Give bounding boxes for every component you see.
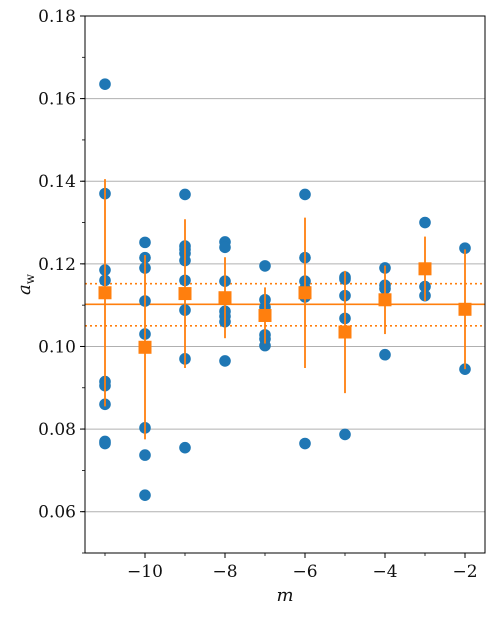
mean-marker: [298, 286, 312, 300]
y-tick-label: 0.08: [38, 420, 76, 440]
y-tick-label: 0.12: [38, 255, 76, 275]
x-axis-label: m: [276, 585, 293, 606]
data-point: [459, 242, 471, 254]
y-axis-label-main: a: [14, 284, 35, 295]
data-point: [379, 348, 391, 361]
plot-frame: [84, 15, 486, 554]
mean-marker: [138, 340, 152, 354]
data-point: [179, 441, 191, 454]
y-tick-label: 0.06: [38, 503, 76, 523]
error-bars: [104, 179, 466, 440]
data-point: [139, 489, 151, 501]
mean-marker: [338, 325, 352, 339]
axis-ticks: 0.06 0.08 0.10 0.12 0.14 0.16 0.18 −10 −8 −6 −4 −2: [38, 7, 477, 582]
data-point: [99, 437, 111, 450]
mean-marker: [218, 291, 232, 305]
reference-lines: [85, 282, 485, 327]
data-point: [179, 188, 191, 201]
data-point: [459, 363, 471, 375]
x-tick-label: −2: [452, 562, 477, 582]
y-axis-label: aw: [14, 273, 37, 295]
data-point: [139, 449, 151, 461]
data-point: [339, 428, 351, 441]
x-tick-label: −4: [372, 562, 397, 582]
y-tick-label: 0.18: [38, 7, 76, 27]
mean-marker: [98, 286, 112, 300]
mean-marker: [458, 302, 472, 316]
mean-marker: [258, 308, 272, 322]
mean-marker: [178, 287, 192, 301]
data-point: [99, 78, 111, 90]
data-point: [299, 188, 311, 201]
mean-marker: [378, 293, 392, 307]
data-point: [299, 437, 311, 450]
mean-marker: [418, 262, 432, 276]
y-tick-label: 0.14: [38, 172, 76, 192]
y-tick-label: 0.10: [38, 337, 76, 357]
y-tick-label: 0.16: [38, 90, 76, 110]
data-point: [139, 236, 151, 249]
data-point: [259, 339, 271, 352]
y-axis-label-subscript: w: [23, 273, 37, 284]
data-point: [219, 355, 231, 367]
individual-points: [99, 78, 471, 501]
data-point: [219, 241, 231, 254]
x-tick-label: −10: [127, 562, 163, 582]
data-point: [419, 216, 431, 229]
x-tick-label: −8: [212, 562, 237, 582]
mean-markers: [98, 262, 472, 354]
x-tick-label: −6: [292, 562, 317, 582]
data-point: [259, 260, 271, 272]
